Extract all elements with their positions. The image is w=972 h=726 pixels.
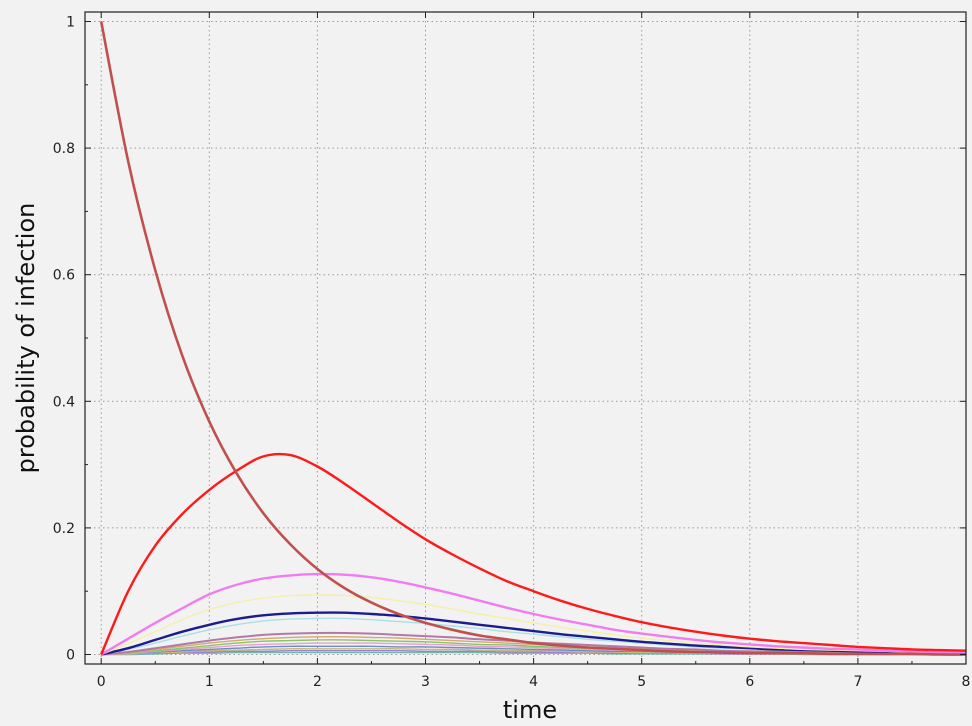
y-tick-label: 0.4: [53, 394, 75, 410]
series-line-2: [100, 572, 967, 656]
x-tick-label: 5: [637, 674, 646, 690]
y-tick-label: 1: [66, 14, 75, 30]
y-axis-label: probability of infection: [12, 203, 40, 474]
series-line-3: [100, 594, 967, 656]
x-tick-label: 8: [962, 674, 971, 690]
axis-ticks: 0 1 2 3 4 5 6 7 8 0 0.2 0.4 0.6 0.8 1: [53, 12, 971, 690]
series-line-1: [100, 452, 967, 655]
plot-background: [85, 12, 966, 664]
y-tick-label: 0: [66, 648, 75, 664]
x-tick-label: 3: [421, 674, 430, 690]
x-tick-label: 2: [313, 674, 322, 690]
x-axis-label: time: [503, 696, 557, 724]
y-tick-label: 0.8: [53, 141, 75, 157]
x-tick-label: 4: [529, 674, 538, 690]
x-tick-label: 6: [745, 674, 754, 690]
series-line-0: [99, 21, 967, 656]
x-tick-label: 7: [853, 674, 862, 690]
x-tick-label: 1: [205, 674, 214, 690]
x-tick-label: 0: [97, 674, 106, 690]
series-layer: [99, 21, 967, 656]
y-tick-label: 0.2: [53, 521, 75, 537]
y-tick-label: 0.6: [53, 268, 75, 284]
